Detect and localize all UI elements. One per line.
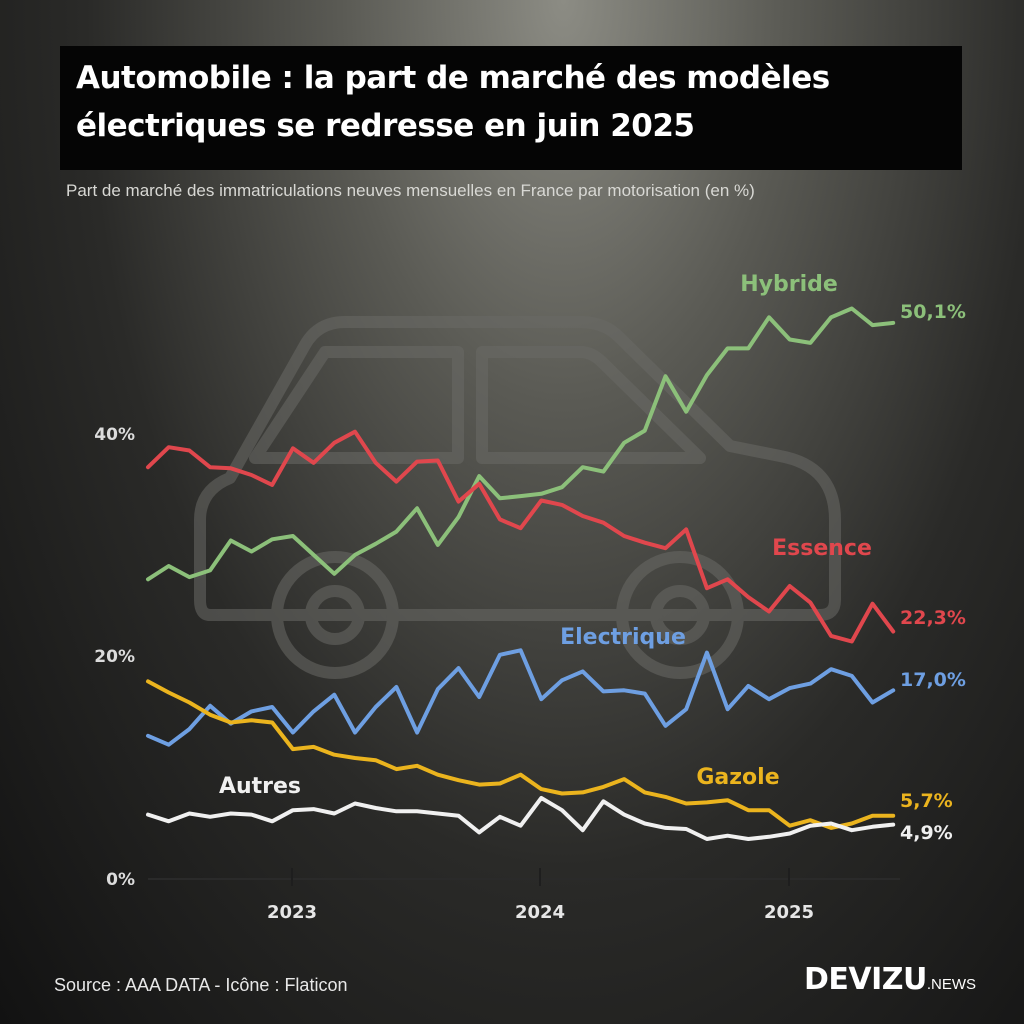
chart-title-line-2: électriques se redresse en juin 2025 [76,108,695,144]
end-label-essence: 22,3% [900,607,966,629]
x-tick-label-2024: 2024 [515,902,565,923]
y-tick-label-20: 20% [94,647,135,667]
end-label-autres: 4,9% [900,822,953,844]
x-tick-label-2023: 2023 [267,902,317,923]
x-ticks: 2023 2024 2025 [267,868,814,923]
series-lines [146,306,896,841]
y-tick-label-0: 0% [106,870,135,890]
brand-logo: DEVIZU.NEWS [804,962,976,997]
series-label-gazole: Gazole [696,765,779,790]
chart-subtitle: Part de marché des immatriculations neuv… [66,181,755,200]
series-line-autres [146,796,896,841]
end-label-hybride: 50,1% [900,301,966,323]
end-label-gazole: 5,7% [900,790,953,812]
y-tick-40: 40% [94,425,135,445]
brand-suffix: .NEWS [926,976,977,993]
series-line-hybride [146,306,896,582]
source-note: Source : AAA DATA - Icône : Flaticon [54,975,348,995]
y-tick-0: 0% [106,870,135,890]
x-tick-label-2025: 2025 [764,902,814,923]
series-label-essence: Essence [772,536,872,561]
series-line-essence [146,429,896,644]
series-label-electrique: Electrique [560,625,686,650]
series-line-gazole [146,679,896,830]
series-line-electrique [146,648,896,747]
chart-title-line-1: Automobile : la part de marché des modèl… [76,60,830,96]
series-label-autres: Autres [219,774,301,799]
end-label-electrique: 17,0% [900,669,966,691]
title-box: Automobile : la part de marché des modèl… [60,46,962,170]
series-label-hybride: Hybride [740,272,838,297]
brand-name: DEVIZU [804,962,927,997]
car-icon [194,316,841,679]
y-tick-20: 20% [94,647,135,667]
y-tick-label-40: 40% [94,425,135,445]
